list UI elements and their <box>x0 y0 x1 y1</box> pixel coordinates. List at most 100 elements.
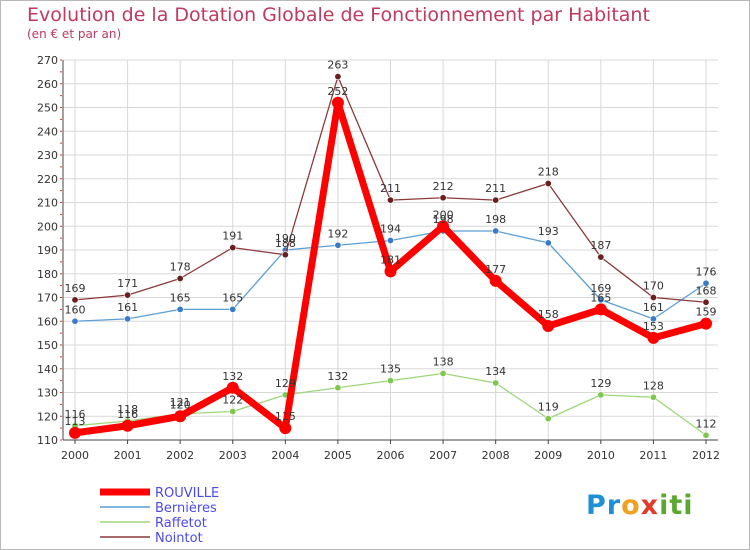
data-label: 159 <box>696 306 717 319</box>
x-tick-label: 2010 <box>587 449 615 462</box>
y-tick-label: 180 <box>37 268 58 281</box>
y-tick-label: 150 <box>37 339 58 352</box>
data-label: 191 <box>222 230 243 243</box>
data-label: 129 <box>275 377 296 390</box>
data-label: 171 <box>117 277 138 290</box>
data-label: 128 <box>643 379 664 392</box>
data-point <box>700 317 712 330</box>
y-tick-label: 140 <box>37 363 58 376</box>
data-label: 211 <box>380 182 401 195</box>
data-point <box>71 296 79 304</box>
data-label: 218 <box>538 166 559 179</box>
data-point <box>594 303 607 316</box>
data-point <box>597 296 605 304</box>
data-label: 178 <box>170 261 191 274</box>
data-label: 161 <box>643 301 664 314</box>
data-point <box>544 239 552 247</box>
data-point <box>492 227 500 235</box>
data-label: 181 <box>380 253 401 266</box>
data-point <box>334 241 342 249</box>
x-tick-label: 2009 <box>534 449 562 462</box>
data-point <box>124 291 132 299</box>
data-point <box>542 320 555 332</box>
data-label: 153 <box>643 320 664 333</box>
data-point <box>334 384 342 392</box>
data-label: 190 <box>275 232 296 245</box>
data-label: 165 <box>170 291 191 304</box>
legend-label: Nointot <box>155 531 203 546</box>
data-point <box>597 253 605 261</box>
data-point <box>649 293 657 301</box>
data-label: 132 <box>327 370 348 383</box>
data-point <box>174 410 187 423</box>
data-point <box>176 305 184 313</box>
data-label: 129 <box>590 377 611 390</box>
y-tick-label: 160 <box>37 315 58 328</box>
legend-label: Bernières <box>155 501 217 516</box>
data-point <box>439 194 447 202</box>
data-point <box>649 393 657 401</box>
x-tick-label: 2002 <box>166 449 194 462</box>
data-label: 198 <box>485 213 506 226</box>
x-tick-label: 2005 <box>324 449 352 462</box>
x-tick-label: 2007 <box>429 449 457 462</box>
data-label: 116 <box>117 408 138 421</box>
data-label: 161 <box>117 301 138 314</box>
data-point <box>544 180 552 188</box>
data-point <box>121 419 134 432</box>
data-point <box>492 196 500 204</box>
data-point <box>69 426 81 439</box>
legend-item: Bernières <box>100 501 217 516</box>
data-label: 132 <box>222 370 243 383</box>
data-label: 170 <box>643 280 664 293</box>
data-label: 194 <box>380 223 401 236</box>
data-label: 169 <box>65 282 86 295</box>
data-label: 113 <box>65 415 86 428</box>
data-label: 158 <box>538 308 559 321</box>
data-point <box>437 220 450 233</box>
y-tick-label: 240 <box>37 125 58 138</box>
data-label: 115 <box>275 410 296 423</box>
data-label: 176 <box>696 265 717 278</box>
y-tick-label: 120 <box>37 410 58 423</box>
data-point <box>331 96 344 109</box>
data-point <box>229 305 237 313</box>
y-tick-label: 270 <box>37 54 58 67</box>
legend-item: Nointot <box>100 531 203 546</box>
data-point <box>386 196 394 204</box>
data-label: 134 <box>485 365 506 378</box>
y-tick-label: 190 <box>37 244 58 257</box>
chart-subtitle: (en € et par an) <box>27 27 122 41</box>
data-label: 119 <box>538 401 559 414</box>
data-label: 177 <box>485 263 506 276</box>
data-point <box>702 279 710 287</box>
data-label: 116 <box>65 408 86 421</box>
data-label: 135 <box>380 363 401 376</box>
data-point <box>176 274 184 282</box>
y-tick-label: 260 <box>37 78 58 91</box>
legend-label: Raffetot <box>155 516 207 531</box>
data-point <box>279 422 292 435</box>
x-tick-label: 2012 <box>692 449 720 462</box>
data-label: 188 <box>275 237 296 250</box>
data-point <box>229 244 237 252</box>
data-label: 165 <box>222 291 243 304</box>
data-point <box>386 377 394 385</box>
data-label: 165 <box>590 291 611 304</box>
data-point <box>71 317 79 325</box>
data-point <box>597 391 605 399</box>
proxiti-logo: Proxiti <box>586 490 694 521</box>
data-point <box>334 73 342 81</box>
data-label: 211 <box>485 182 506 195</box>
data-label: 200 <box>433 208 454 221</box>
x-tick-label: 2011 <box>639 449 667 462</box>
data-point <box>386 237 394 245</box>
data-label: 212 <box>433 180 454 193</box>
legend-item: ROUVILLE <box>100 486 219 501</box>
data-point <box>544 415 552 423</box>
data-point <box>124 315 132 323</box>
data-point <box>702 298 710 306</box>
data-point <box>226 381 239 394</box>
x-tick-label: 2001 <box>114 449 142 462</box>
data-label: 198 <box>433 213 454 226</box>
